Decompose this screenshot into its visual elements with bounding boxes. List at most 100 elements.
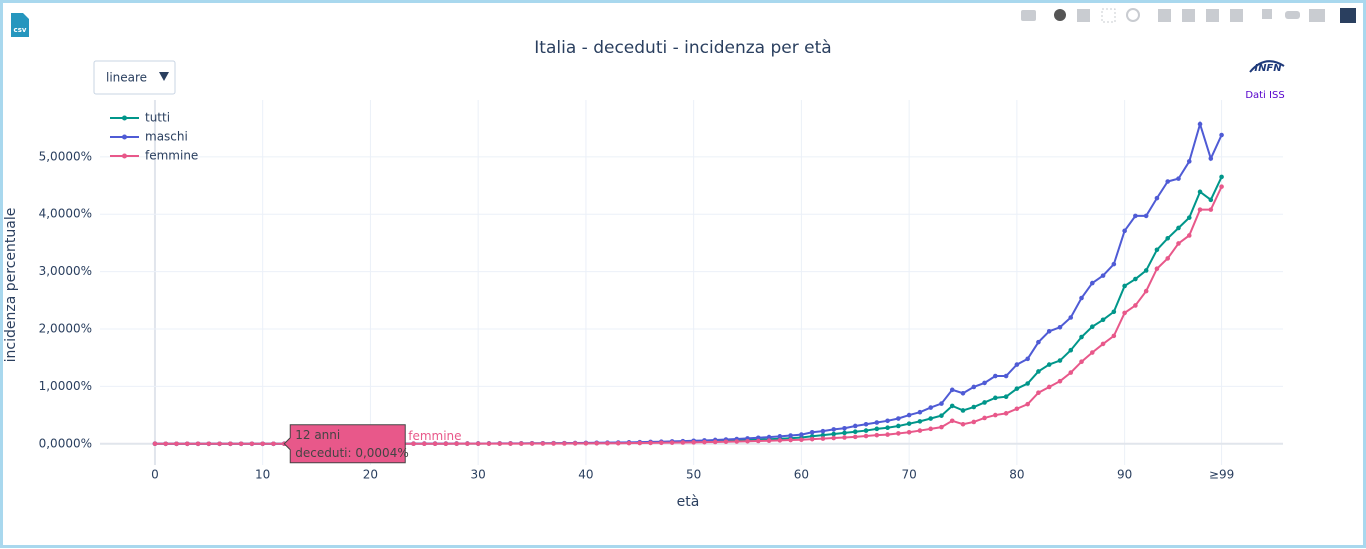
modebar-button[interactable] (1158, 9, 1171, 22)
data-point (820, 428, 826, 434)
data-point (1057, 378, 1063, 384)
data-point (260, 441, 265, 447)
data-point (874, 420, 880, 425)
modebar-button[interactable] (1077, 9, 1090, 22)
modebar-button[interactable] (1262, 9, 1272, 19)
data-point (1057, 324, 1063, 330)
data-point (852, 434, 858, 440)
data-point (906, 412, 912, 418)
data-point (1186, 215, 1192, 220)
data-point (605, 440, 610, 446)
data-point (1165, 256, 1171, 261)
legend: tutti maschi femmine (110, 111, 198, 163)
data-point (1176, 176, 1181, 181)
data-point (271, 441, 276, 447)
data-point (1176, 225, 1181, 231)
data-point (1068, 370, 1074, 375)
data-point (896, 416, 901, 421)
data-point (1025, 381, 1030, 386)
data-point (615, 440, 621, 446)
series-line (154, 186, 1223, 445)
data-point (637, 440, 643, 446)
grid: 0 10 20 30 40 50 60 70 80 90 ≥99 0,0000% 1,0000% 2,00… (39, 100, 1283, 482)
data-point (228, 441, 233, 447)
tooltip-series: femmine (408, 429, 461, 443)
data-point (422, 441, 427, 447)
data-point (939, 424, 944, 430)
modebar-button[interactable] (1230, 9, 1243, 22)
data-point (1046, 362, 1052, 367)
modebar-button[interactable] (1182, 9, 1195, 22)
data-point (497, 441, 503, 446)
dropdown-label: lineare (106, 71, 147, 85)
x-tick-label: 0 (151, 468, 159, 482)
data-point (896, 423, 901, 429)
data-point (777, 434, 783, 439)
data-point (885, 432, 890, 437)
x-tick-label: 60 (794, 468, 809, 482)
data-point (852, 429, 858, 435)
modebar-button[interactable] (1021, 10, 1036, 21)
data-point (917, 428, 923, 433)
data-point (1036, 339, 1041, 345)
data-point (809, 436, 815, 442)
logo-swoosh (1249, 60, 1285, 73)
dropdown-arrow (159, 72, 169, 81)
x-tick-label: 70 (901, 468, 916, 482)
x-tick-label: 30 (471, 468, 486, 482)
data-point (1100, 317, 1106, 323)
modebar-button[interactable] (1126, 8, 1140, 22)
data-point (874, 432, 880, 438)
data-point (1133, 276, 1138, 282)
modebar-button[interactable] (1206, 9, 1219, 22)
data-point (766, 434, 772, 440)
csv-button[interactable]: csv (11, 13, 29, 37)
modebar-button[interactable] (1309, 9, 1325, 22)
data-point (928, 426, 933, 432)
data-point (960, 408, 966, 413)
plotly-logo[interactable] (1340, 8, 1356, 23)
modebar-button[interactable] (1054, 9, 1066, 21)
series-line (154, 120, 1223, 445)
csv-label: csv (14, 26, 27, 34)
dropdown[interactable]: lineare (93, 60, 176, 95)
y-tick-label: 3,0000% (39, 264, 92, 278)
data-point (594, 441, 599, 446)
data-point (874, 426, 880, 432)
y-tick-label: 2,0000% (39, 321, 92, 335)
data-point (809, 429, 815, 435)
data-point (1089, 324, 1095, 329)
data-point (1219, 184, 1224, 189)
data-point (1219, 174, 1224, 180)
tooltip-text: deceduti: 0,0004% (295, 446, 409, 460)
data-point (508, 441, 513, 446)
data-point (411, 441, 416, 447)
data-point (583, 441, 589, 446)
y-tick-label: 5,0000% (39, 149, 92, 163)
data-point (475, 441, 481, 446)
data-point (1197, 189, 1203, 195)
data-point (1143, 213, 1149, 219)
dropdown-box[interactable] (93, 60, 176, 95)
data-point (917, 419, 923, 424)
source-link[interactable]: Dati ISS (1245, 90, 1284, 101)
modebar-button[interactable] (1101, 8, 1116, 23)
modebar-button[interactable] (1285, 11, 1300, 19)
data-point (1014, 362, 1020, 367)
data-point (1046, 384, 1052, 390)
data-point (906, 429, 912, 435)
modebar[interactable] (1021, 8, 1356, 23)
data-point (1122, 228, 1127, 234)
data-point (960, 390, 966, 396)
data-point (712, 439, 718, 445)
data-point (163, 441, 169, 447)
x-tick-label: 50 (686, 468, 701, 482)
data-point (1208, 156, 1214, 161)
y-tick-label: 4,0000% (39, 207, 92, 221)
data-point (1111, 261, 1117, 267)
data-point (1079, 295, 1084, 301)
data-point (1111, 309, 1117, 315)
data-point (842, 430, 847, 436)
